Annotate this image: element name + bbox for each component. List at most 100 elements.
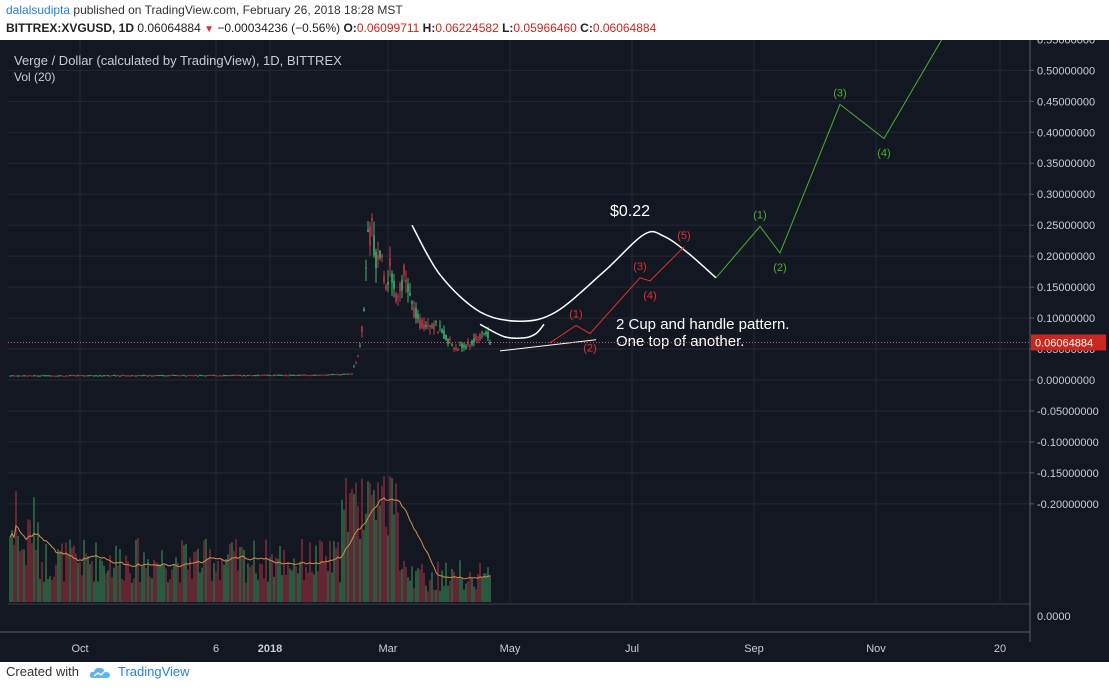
price-axis[interactable]: 0.650000000.600000000.550000000.50000000…	[8, 40, 1106, 642]
volume-bar	[299, 561, 301, 602]
volume-bar	[169, 579, 171, 602]
candle-body	[433, 322, 435, 330]
candle-body	[381, 254, 383, 258]
candle-body	[265, 374, 267, 376]
candle-body	[97, 375, 99, 377]
chart-title: Verge / Dollar (calculated by TradingVie…	[14, 53, 342, 68]
candle-body	[9, 375, 11, 377]
volume-bar	[401, 569, 403, 602]
candle-body	[161, 375, 163, 377]
candle-body	[71, 375, 73, 377]
author-link[interactable]: dalalsudipta	[6, 3, 71, 17]
candle-body	[145, 375, 147, 377]
time-axis[interactable]: Oct 6 2018 Mar May Jul Sep Nov 20	[0, 631, 1030, 655]
volume-bar	[219, 579, 221, 602]
volume-bar	[237, 570, 239, 602]
candle-body	[269, 375, 271, 377]
volume-bar	[449, 580, 451, 602]
candle-body	[343, 373, 345, 375]
candle-body	[447, 339, 449, 345]
volume-bar	[251, 565, 253, 602]
volume-bar	[441, 570, 443, 602]
candle-body	[313, 375, 315, 377]
volume-bar	[35, 550, 37, 602]
candle-body	[51, 375, 53, 377]
volume-bar	[267, 581, 269, 602]
candle-body	[353, 366, 355, 368]
volume-bar	[203, 540, 205, 602]
candle-body	[49, 375, 51, 377]
candle-body	[119, 375, 121, 377]
candle-body	[123, 375, 125, 377]
candle-body	[295, 374, 297, 376]
red-wave-label: (5)	[677, 230, 690, 242]
volume-bar	[149, 576, 151, 602]
volume-bar	[65, 542, 67, 602]
candle-body	[155, 375, 157, 377]
volume-bar	[115, 545, 117, 602]
volume-bar	[173, 564, 175, 602]
volume-bar	[77, 562, 79, 602]
candle-body	[339, 374, 341, 376]
volume-bar	[165, 568, 167, 602]
candle-body	[185, 375, 187, 377]
candle-body	[47, 375, 49, 377]
price-tick-label: 0.35000000	[1037, 158, 1095, 170]
price-tick-label: -0.15000000	[1037, 468, 1099, 480]
last-price-value: 0.06064884	[137, 21, 201, 35]
volume-bar	[55, 564, 57, 602]
candle-body	[349, 373, 351, 375]
volume-bar	[107, 570, 109, 602]
volume-bar	[311, 571, 313, 602]
candle-body	[61, 375, 63, 377]
candle-body	[435, 321, 437, 323]
volume-bar	[273, 576, 275, 602]
candle-body	[377, 255, 379, 260]
volume-bar	[429, 580, 431, 602]
candle-body	[285, 374, 287, 376]
candle-body	[227, 375, 229, 377]
tradingview-brand-link[interactable]: TradingView	[118, 664, 190, 679]
candle-body	[405, 279, 407, 283]
volume-bar	[487, 567, 489, 602]
low-label: L:	[502, 21, 514, 35]
candle-body	[341, 374, 343, 376]
volume-bar	[337, 542, 339, 602]
volume-bar	[37, 522, 39, 602]
volume-bar	[253, 540, 255, 602]
candle-body	[333, 374, 335, 376]
candle-body	[403, 264, 405, 276]
volume-bar	[393, 514, 395, 602]
volume-bar	[11, 530, 13, 602]
volume-bar	[277, 558, 279, 602]
volume-bar	[313, 574, 315, 602]
volume-bar	[461, 578, 463, 602]
candle-body	[89, 375, 91, 377]
candle-body	[125, 375, 127, 377]
volume-bar	[295, 566, 297, 602]
volume-bar	[437, 561, 439, 602]
volume-bar	[117, 565, 119, 602]
volume-bar	[97, 581, 99, 602]
candle-body	[251, 375, 253, 377]
candle-body	[191, 375, 193, 377]
volume-bar	[205, 538, 207, 602]
candle-body	[267, 374, 269, 376]
candle-body	[419, 318, 421, 329]
candle-body	[31, 375, 33, 377]
candle-body	[217, 375, 219, 377]
volume-bar	[19, 551, 21, 602]
price-tick-label: 0.25000000	[1037, 220, 1095, 232]
price-chart[interactable]: (1)(2)(3)(4)(5)(1)(2)(3)(4)(5)$0.22$.602…	[0, 40, 1109, 662]
candle-body	[459, 344, 461, 346]
candle-body	[477, 339, 479, 342]
candle-body	[387, 281, 389, 285]
volume-bar	[47, 579, 49, 602]
volume-bar	[59, 550, 61, 602]
candle-body	[225, 375, 227, 377]
volume-bar	[459, 560, 461, 602]
volume-bar	[259, 563, 261, 602]
volume-bar	[171, 569, 173, 602]
candle-body	[461, 343, 463, 348]
volume-bar	[367, 481, 369, 602]
